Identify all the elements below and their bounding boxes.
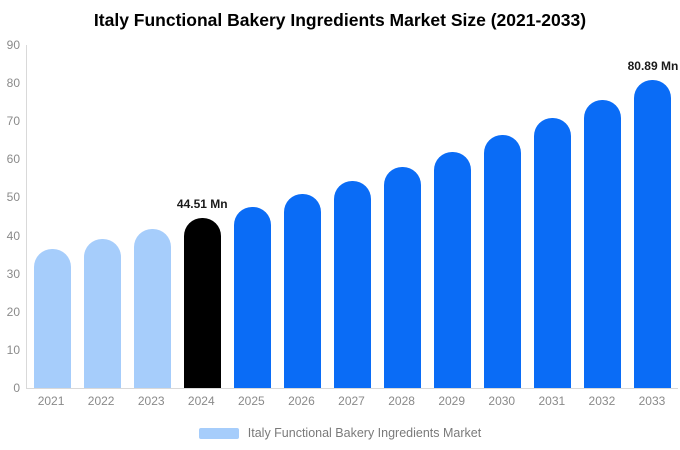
bar-2033 <box>634 79 672 388</box>
bar-2029 <box>434 151 472 388</box>
x-axis-tick-label: 2024 <box>187 394 215 408</box>
bar-2028 <box>384 166 422 388</box>
x-axis-tick-label: 2033 <box>638 394 666 408</box>
bar-2027 <box>334 181 371 388</box>
x-axis-tick-label: 2027 <box>338 394 365 408</box>
x-axis-tick-label: 2031 <box>538 394 566 408</box>
bar-2021 <box>33 248 71 388</box>
x-axis-tick-label: 2029 <box>438 394 466 408</box>
y-axis-tick-label: 50 <box>6 190 20 205</box>
bar-column <box>478 45 528 388</box>
chart-title: Italy Functional Bakery Ingredients Mark… <box>93 10 587 30</box>
y-axis-tick-label: 10 <box>6 342 20 357</box>
bar-column <box>528 45 578 388</box>
bar-column <box>227 45 277 388</box>
legend: Italy Functional Bakery Ingredients Mark… <box>0 426 680 440</box>
bar-2026 <box>283 194 321 388</box>
bar-column: 44.51 Mn <box>176 45 228 388</box>
x-axis-tick-label: 2021 <box>37 394 65 408</box>
legend-swatch <box>198 427 239 439</box>
y-axis-tick-label: 20 <box>6 304 20 319</box>
y-axis: 0 10 20 30 40 50 60 70 80 90 <box>0 38 20 395</box>
bar-2024 <box>183 218 221 388</box>
x-axis: 2021 2022 2023 2024 2025 2026 2027 2028 2029 2030… <box>26 394 677 408</box>
legend-label: Italy Functional Bakery Ingredients Mark… <box>247 426 482 440</box>
x-axis-tick-label: 2030 <box>488 394 516 408</box>
y-axis-tick-label: 90 <box>6 38 20 52</box>
bar-column <box>27 45 77 388</box>
bar-value-label: 44.51 Mn <box>176 197 228 212</box>
bar-column <box>77 45 127 388</box>
y-axis-tick-label: 60 <box>6 152 20 167</box>
x-axis-tick-label: 2032 <box>588 394 616 408</box>
x-axis-tick-label: 2023 <box>137 394 165 408</box>
bar-2022 <box>83 239 121 388</box>
bar-column <box>428 45 478 388</box>
y-axis-tick-label: 0 <box>13 381 20 395</box>
bar-2032 <box>584 99 622 388</box>
y-axis-tick-label: 30 <box>6 266 20 281</box>
bar-column <box>378 45 428 388</box>
bar-column <box>127 45 177 388</box>
x-axis-tick-label: 2022 <box>87 394 115 408</box>
x-axis-tick-label: 2028 <box>388 394 415 408</box>
bar-2031 <box>534 118 572 388</box>
plot-area: 44.51 Mn 80.89 Mn <box>26 45 678 389</box>
bar-column: 80.89 Mn <box>628 45 678 388</box>
bar-column <box>327 45 377 388</box>
x-axis-tick-label: 2026 <box>288 394 315 408</box>
bar-2025 <box>233 206 271 388</box>
x-axis-tick-label: 2025 <box>238 394 265 408</box>
bar-column <box>578 45 628 388</box>
y-axis-tick-label: 70 <box>6 114 20 129</box>
bar-column <box>277 45 327 388</box>
bar-2030 <box>484 135 522 388</box>
y-axis-tick-label: 40 <box>6 228 20 243</box>
bar-value-label: 80.89 Mn <box>627 58 679 73</box>
bar-2023 <box>133 229 171 388</box>
y-axis-tick-label: 80 <box>6 76 20 91</box>
